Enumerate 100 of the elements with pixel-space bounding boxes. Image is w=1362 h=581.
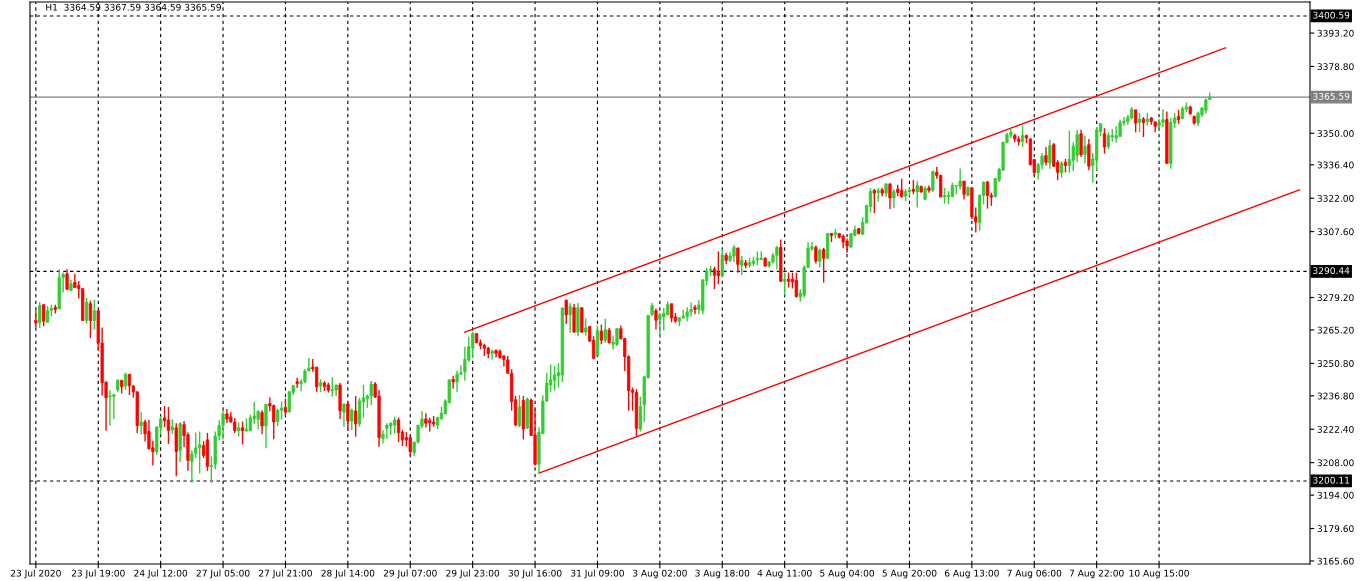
candlestick (494, 348, 498, 359)
candlestick (915, 180, 919, 209)
candlestick (1083, 134, 1087, 165)
y-tick-label: 3378.80 (1317, 63, 1354, 71)
candlestick (1048, 139, 1052, 170)
candlestick (1134, 109, 1138, 134)
candlestick (65, 268, 69, 291)
candlestick (295, 377, 299, 389)
candlestick (174, 422, 178, 478)
candlestick (279, 400, 284, 421)
y-tick-label: 3322.00 (1317, 194, 1354, 202)
candlestick (92, 298, 96, 331)
candlestick (712, 265, 717, 290)
candlestick (221, 410, 225, 441)
ref-line-label: 3290.44 (1313, 267, 1350, 275)
candlestick (693, 304, 697, 315)
candlestick (162, 405, 167, 428)
candlestick (654, 307, 658, 331)
candlestick (958, 167, 962, 191)
y-tick-label: 3208.00 (1317, 459, 1354, 467)
candlestick (669, 303, 674, 324)
candlestick (872, 188, 876, 214)
candlestick (517, 394, 522, 428)
candlestick (42, 303, 46, 327)
candlestick (985, 180, 990, 210)
candlestick (455, 369, 459, 393)
y-tick-label: 3350.00 (1317, 130, 1354, 137)
x-tick-label: 29 Jul 23:00 (446, 569, 500, 579)
candlestick (451, 375, 455, 390)
x-tick-label: 27 Jul 05:00 (196, 569, 250, 579)
candlestick (1067, 129, 1071, 174)
candlestick (1161, 108, 1165, 128)
y-tick-label: 3250.80 (1317, 360, 1354, 367)
candlestick (264, 403, 268, 449)
ref-line-label: 3365.59 (1313, 92, 1350, 100)
x-tick-label: 4 Aug 11:00 (757, 569, 812, 579)
x-tick-label: 7 Aug 22:00 (1069, 569, 1124, 579)
candlestick (822, 247, 826, 284)
candlestick (689, 301, 693, 318)
candlestick (127, 373, 132, 396)
candlestick (108, 389, 112, 427)
candlestick (892, 188, 896, 209)
candlestick (740, 255, 744, 276)
candlestick (342, 403, 346, 428)
candlestick (38, 301, 42, 329)
y-tick-label: 3279.20 (1317, 294, 1354, 302)
y-tick-label: 3222.40 (1317, 425, 1354, 433)
chart-title: H1 3364.59 3367.59 3364.59 3365.59 (46, 3, 221, 11)
x-tick-label: 23 Jul 2020 (10, 569, 61, 579)
x-tick-label: 3 Aug 02:00 (632, 569, 687, 579)
x-tick-label: 10 Aug 15:00 (1129, 569, 1189, 579)
candlestick (330, 376, 334, 398)
candlestick (1044, 146, 1048, 167)
candlestick (139, 411, 143, 436)
y-tick-label: 3336.40 (1317, 161, 1354, 169)
candlestick (552, 365, 557, 392)
candlestick (794, 271, 798, 299)
candlestick (471, 331, 475, 359)
candlestick (783, 271, 787, 296)
candlestick (603, 317, 607, 344)
x-tick-label: 5 Aug 04:00 (820, 569, 875, 579)
candlestick (1087, 138, 1091, 171)
candlestick (775, 245, 779, 270)
candlestick (1114, 125, 1118, 144)
candlestick (599, 323, 603, 346)
candlestick (568, 302, 572, 334)
ref-line-label: 3200.11 (1313, 476, 1350, 484)
candlestick (1137, 112, 1142, 134)
candlestick (166, 406, 171, 445)
candlestick (240, 420, 245, 446)
x-tick-label: 24 Jul 12:00 (134, 569, 188, 579)
x-tick-label: 31 Jul 09:00 (571, 569, 624, 579)
candlestick (1102, 127, 1107, 155)
candlestick (198, 430, 202, 475)
candlestick (716, 250, 720, 285)
candlestick (720, 248, 724, 278)
y-tick-label: 3165.60 (1317, 557, 1354, 565)
candlestick (888, 183, 892, 210)
candlestick (84, 297, 89, 325)
x-tick-label: 3 Aug 18:00 (695, 569, 750, 579)
ref-line-label: 3400.59 (1313, 11, 1350, 19)
candlestick (88, 300, 93, 339)
y-tick-label: 3236.80 (1317, 392, 1354, 400)
x-tick-label: 30 Jul 16:00 (508, 569, 562, 579)
candlestick (315, 366, 319, 393)
candlestick (818, 248, 822, 269)
candlestick (564, 298, 568, 325)
y-tick-label: 3265.20 (1317, 326, 1354, 334)
candlestick (385, 422, 389, 440)
x-tick-label: 29 Jul 07:00 (383, 569, 437, 579)
candlestick (1079, 129, 1083, 158)
y-tick-label: 3179.60 (1317, 525, 1354, 533)
candlestick (962, 180, 966, 201)
candlestick (396, 416, 401, 443)
x-tick-label: 23 Jul 19:00 (71, 569, 125, 579)
candlestick (357, 397, 362, 428)
candlestick (354, 395, 358, 438)
y-tick-label: 3393.20 (1317, 29, 1354, 37)
candlestick (490, 348, 494, 361)
y-tick-label: 3307.60 (1317, 228, 1354, 236)
